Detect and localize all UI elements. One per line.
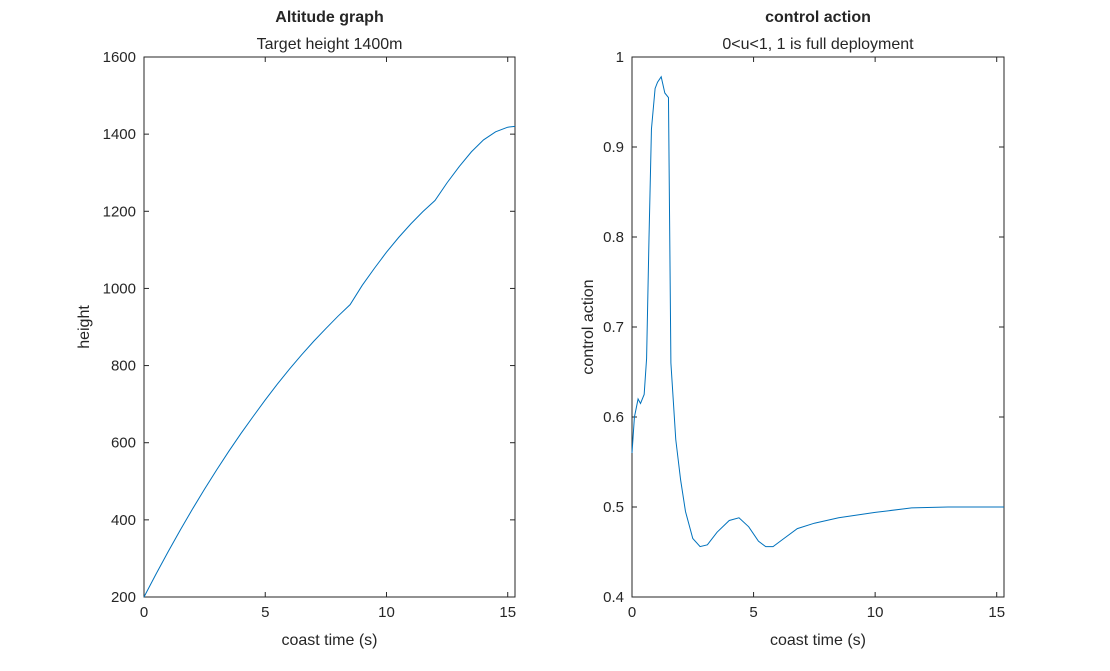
altitude-y-axis-label: height (76, 305, 93, 349)
control-y-axis-label: control action (580, 279, 597, 374)
control-plot-area (631, 56, 1005, 598)
y-tick-label: 0.7 (603, 319, 624, 336)
altitude-panel: 0 5 10 15 200 400 600 800 1000 1200 1400 1600 Altit… (76, 9, 516, 649)
control-series-line (631, 75, 1004, 548)
x-tick-label: 15 (988, 604, 1005, 621)
y-tick-label: 400 (111, 512, 136, 529)
y-tick-label: 800 (111, 358, 136, 375)
x-tick-label: 15 (499, 604, 516, 621)
y-tick-label: 0.5 (603, 499, 624, 516)
x-tick-label: 0 (628, 604, 636, 621)
control-panel: 0 5 10 15 0.4 0.5 0.6 0.7 0.8 0.9 1 control action… (580, 9, 1005, 649)
x-tick-label: 10 (378, 604, 395, 621)
control-title: control action (765, 9, 871, 26)
y-tick-label: 0.9 (603, 139, 624, 156)
x-tick-label: 10 (867, 604, 884, 621)
y-tick-label: 1000 (103, 280, 136, 297)
y-tick-label: 200 (111, 589, 136, 606)
altitude-subtitle: Target height 1400m (257, 36, 403, 53)
y-tick-label: 1200 (103, 203, 136, 220)
control-subtitle: 0<u<1, 1 is full deployment (722, 36, 914, 53)
control-x-axis-label: coast time (s) (770, 632, 866, 649)
x-tick-label: 0 (140, 604, 148, 621)
altitude-plot-area (143, 56, 516, 598)
y-tick-label: 0.4 (603, 589, 624, 606)
y-tick-label: 1 (616, 49, 624, 66)
y-tick-label: 1600 (103, 49, 136, 66)
y-tick-label: 0.6 (603, 409, 624, 426)
y-tick-label: 0.8 (603, 229, 624, 246)
x-tick-label: 5 (749, 604, 757, 621)
altitude-series-line (143, 125, 516, 598)
altitude-x-axis-label: coast time (s) (281, 632, 377, 649)
x-tick-label: 5 (261, 604, 269, 621)
y-tick-label: 1400 (103, 126, 136, 143)
y-tick-label: 600 (111, 435, 136, 452)
altitude-title: Altitude graph (275, 9, 383, 26)
